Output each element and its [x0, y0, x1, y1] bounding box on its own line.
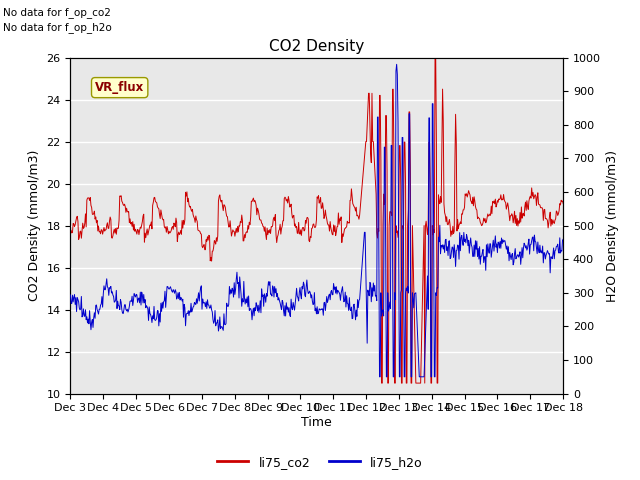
Text: No data for f_op_h2o: No data for f_op_h2o	[3, 22, 112, 33]
X-axis label: Time: Time	[301, 416, 332, 429]
Y-axis label: H2O Density (mmol/m3): H2O Density (mmol/m3)	[607, 150, 620, 301]
Text: VR_flux: VR_flux	[95, 81, 144, 94]
Legend: li75_co2, li75_h2o: li75_co2, li75_h2o	[212, 451, 428, 474]
Y-axis label: CO2 Density (mmol/m3): CO2 Density (mmol/m3)	[28, 150, 41, 301]
Text: No data for f_op_co2: No data for f_op_co2	[3, 7, 111, 18]
Title: CO2 Density: CO2 Density	[269, 39, 364, 54]
